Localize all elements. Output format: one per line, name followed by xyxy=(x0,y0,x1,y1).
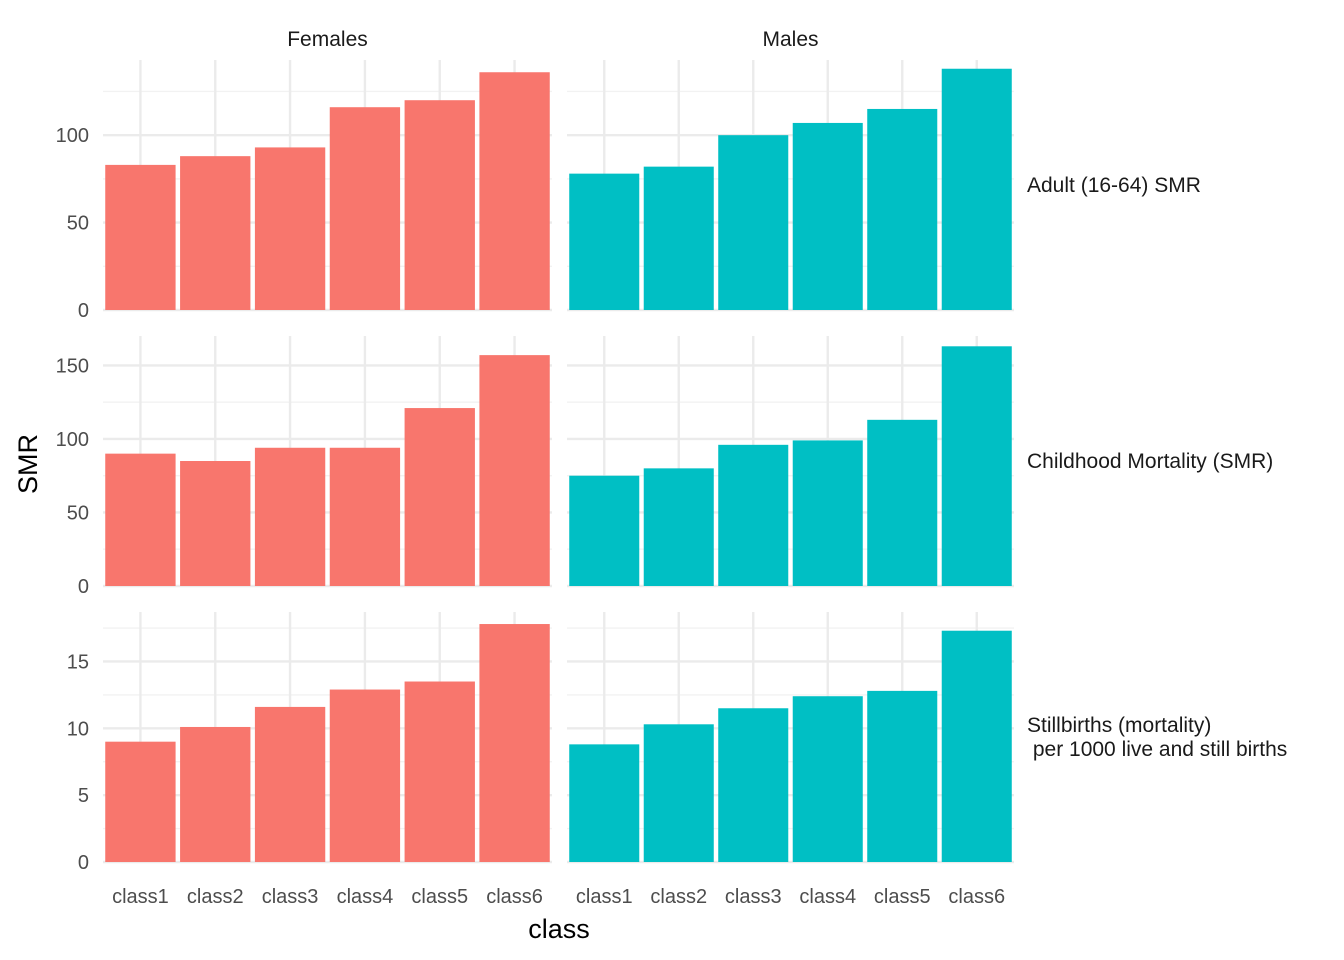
x-tick-label: class6 xyxy=(948,886,1005,908)
bar-males-class5 xyxy=(867,108,938,310)
bar-females-class5 xyxy=(404,100,475,310)
row-strip-label: Childhood Mortality (SMR) xyxy=(1027,450,1273,473)
x-tick-label: class6 xyxy=(486,886,543,908)
y-tick-label: 0 xyxy=(78,300,89,322)
panel-2-males xyxy=(567,336,1014,588)
row-strip-label: Stillbirths (mortality) xyxy=(1027,714,1211,737)
y-tick-label: 100 xyxy=(56,429,89,451)
panel-3-males xyxy=(567,612,1014,864)
bar-males-class6 xyxy=(941,346,1012,586)
column-strip-label-females: Females xyxy=(287,28,368,51)
bar-males-class1 xyxy=(569,744,640,862)
bar-males-class6 xyxy=(941,630,1012,862)
bar-females-class4 xyxy=(329,689,401,862)
bar-females-class3 xyxy=(254,147,326,310)
bar-males-class3 xyxy=(718,135,789,310)
y-tick-label: 100 xyxy=(56,125,89,147)
y-tick-label: 0 xyxy=(78,576,89,598)
bar-females-class2 xyxy=(180,461,251,586)
bar-females-class4 xyxy=(329,107,401,311)
bar-males-class3 xyxy=(718,708,789,862)
bar-females-class6 xyxy=(479,624,550,862)
row-strip-label: per 1000 live and still births xyxy=(1027,738,1287,761)
y-tick-label: 150 xyxy=(56,355,89,377)
bar-males-class4 xyxy=(792,440,863,586)
bar-males-class6 xyxy=(941,68,1012,310)
y-tick-label: 50 xyxy=(67,213,89,235)
bar-females-class1 xyxy=(105,453,176,586)
bar-females-class2 xyxy=(180,156,251,310)
bar-males-class4 xyxy=(792,122,863,310)
x-tick-label: class4 xyxy=(799,886,856,908)
bar-males-class1 xyxy=(569,475,640,586)
y-axis-title: SMR xyxy=(13,434,43,494)
column-strip-label-males: Males xyxy=(762,28,818,51)
row-strip-label: Adult (16-64) SMR xyxy=(1027,174,1201,197)
x-tick-label: class5 xyxy=(411,886,468,908)
bar-males-class5 xyxy=(867,690,938,862)
bar-males-class2 xyxy=(643,724,714,862)
x-axis-title: class xyxy=(528,914,590,944)
bar-males-class2 xyxy=(643,468,714,586)
x-tick-label: class2 xyxy=(650,886,707,908)
bar-females-class4 xyxy=(329,447,401,586)
x-tick-label: class3 xyxy=(725,886,782,908)
bar-females-class6 xyxy=(479,72,550,310)
y-tick-label: 10 xyxy=(67,718,89,740)
bar-females-class5 xyxy=(404,408,475,586)
panel-1-females xyxy=(103,60,552,312)
x-tick-label: class1 xyxy=(576,886,633,908)
x-tick-label: class4 xyxy=(337,886,394,908)
bar-males-class4 xyxy=(792,696,863,862)
y-tick-label: 0 xyxy=(78,852,89,874)
bar-females-class6 xyxy=(479,355,550,586)
bar-females-class3 xyxy=(254,706,326,862)
bar-males-class1 xyxy=(569,173,640,310)
bar-females-class1 xyxy=(105,741,176,862)
bar-females-class5 xyxy=(404,681,475,862)
bar-females-class1 xyxy=(105,164,176,310)
x-tick-label: class2 xyxy=(187,886,244,908)
x-tick-label: class3 xyxy=(262,886,319,908)
panel-2-females xyxy=(103,336,552,588)
y-tick-label: 15 xyxy=(67,651,89,673)
x-tick-label: class1 xyxy=(112,886,169,908)
bar-males-class5 xyxy=(867,419,938,586)
y-tick-label: 50 xyxy=(67,502,89,524)
panel-3-females xyxy=(103,612,552,864)
bar-females-class2 xyxy=(180,726,251,862)
y-tick-label: 5 xyxy=(78,785,89,807)
x-tick-label: class5 xyxy=(874,886,931,908)
bar-males-class2 xyxy=(643,166,714,310)
bar-females-class3 xyxy=(254,447,326,586)
bar-males-class3 xyxy=(718,444,789,586)
panel-1-males xyxy=(567,60,1014,312)
